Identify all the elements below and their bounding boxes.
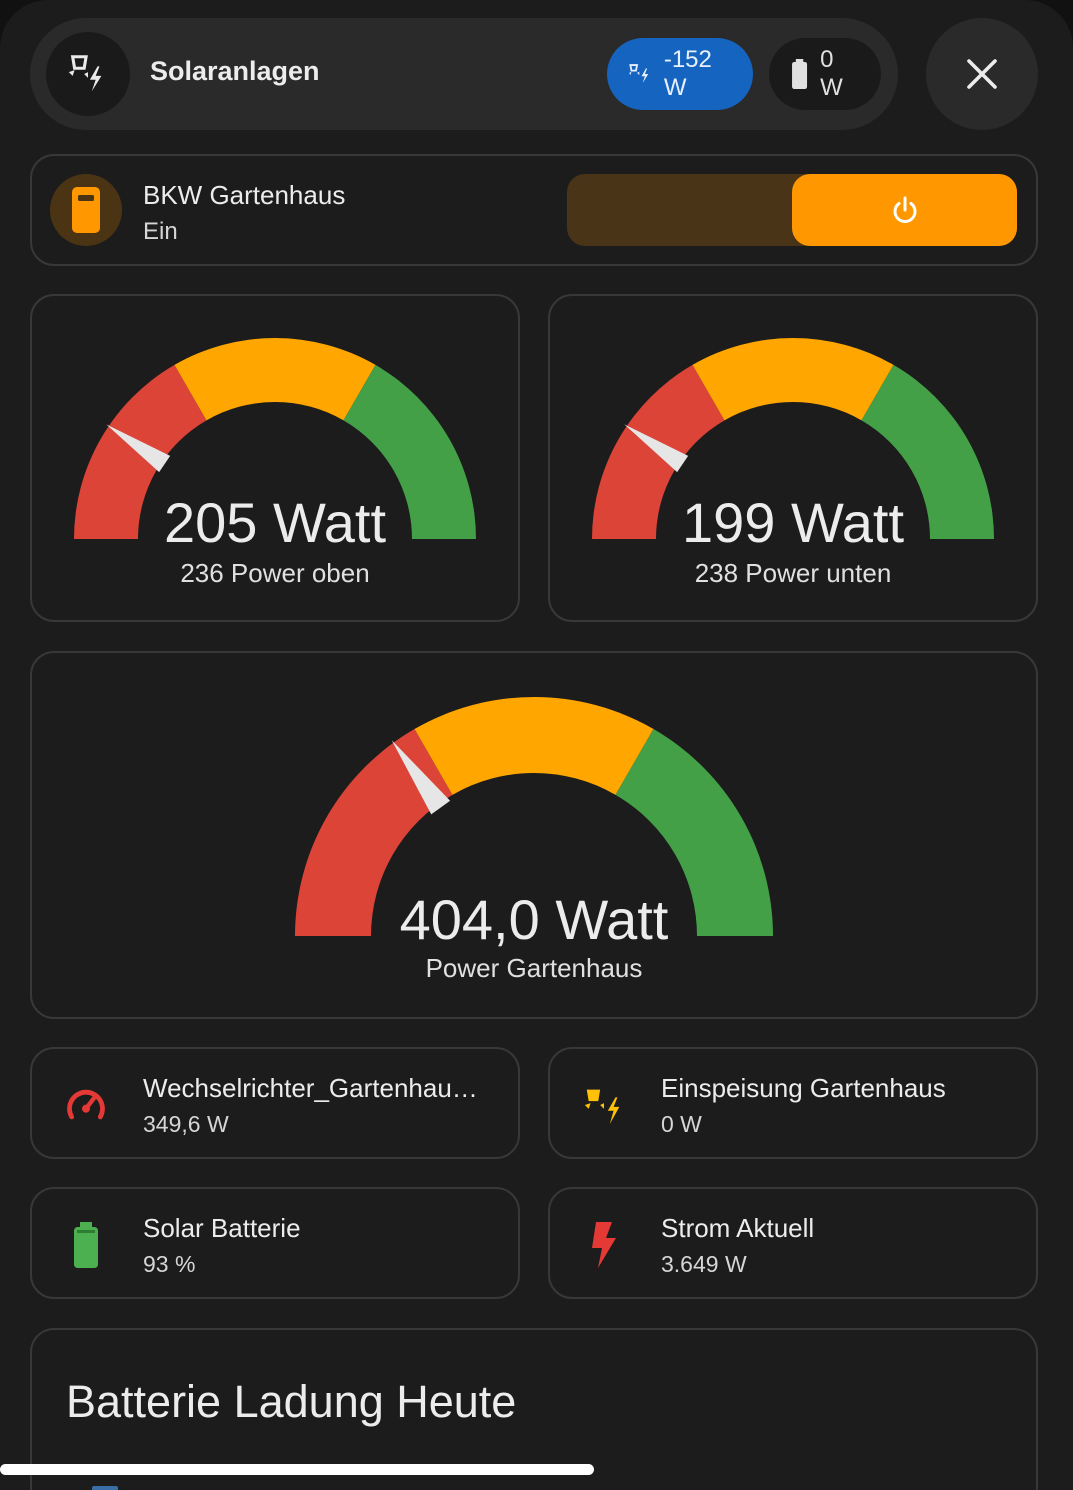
tile-solar-batterie[interactable]: Solar Batterie 93 % xyxy=(30,1187,520,1299)
chart-title: Batterie Ladung Heute xyxy=(66,1376,517,1427)
gauge-power-oben xyxy=(74,338,476,539)
flash-icon xyxy=(578,1219,630,1271)
tile-value: 93 % xyxy=(143,1251,196,1277)
gauge-value: 205 Watt xyxy=(163,491,387,554)
power-icon xyxy=(893,196,916,223)
tile-wechselrichter[interactable]: Wechselrichter_Gartenhau… 349,6 W xyxy=(30,1047,520,1159)
gauge-band-red xyxy=(295,729,453,936)
home-indicator[interactable] xyxy=(0,1464,594,1475)
gauge-band-green xyxy=(343,364,476,539)
solar-power-icon xyxy=(629,64,649,83)
power-toggle-knob[interactable] xyxy=(792,174,1017,246)
tile-name: Strom Aktuell xyxy=(661,1213,815,1243)
gauge-needle xyxy=(624,424,689,473)
battery-power-chip[interactable]: 0 W xyxy=(769,38,881,110)
gauge-card-power-unten[interactable]: 199 Watt 238 Power unten xyxy=(548,294,1038,622)
tile-name: Wechselrichter_Gartenhau… xyxy=(143,1073,478,1103)
tile-einspeisung[interactable]: Einspeisung Gartenhaus 0 W xyxy=(548,1047,1038,1159)
page-title: Solaranlagen xyxy=(150,56,320,86)
gauge-power-gartenhaus xyxy=(295,697,773,936)
gauge-label: Power Gartenhaus xyxy=(425,953,643,983)
gauge-value: 404,0 Watt xyxy=(399,888,669,951)
gauge-band-green xyxy=(615,729,773,936)
gauge-label: 236 Power oben xyxy=(180,558,370,588)
gauge-card-power-gartenhaus[interactable]: 404,0 Watt Power Gartenhaus xyxy=(30,651,1038,1019)
gauge-band-orange xyxy=(414,697,654,795)
solar-power-chip[interactable]: -152 W xyxy=(607,38,753,110)
switch-name: BKW Gartenhaus xyxy=(143,180,346,210)
power-toggle[interactable] xyxy=(567,174,1017,246)
inverter-icon xyxy=(50,174,122,246)
tile-name: Einspeisung Gartenhaus xyxy=(661,1073,946,1103)
battery-icon xyxy=(792,59,808,89)
gauge-needle xyxy=(106,424,171,473)
gauge-power-unten xyxy=(592,338,994,539)
tile-name: Solar Batterie xyxy=(143,1213,301,1243)
gauge-label: 238 Power unten xyxy=(694,558,892,588)
gauge-band-green xyxy=(861,364,994,539)
battery-power-chip-value: 0 W xyxy=(820,46,843,101)
switch-state: Ein xyxy=(143,218,178,245)
header-bar: Solaranlagen -152 W 0 W xyxy=(30,18,898,130)
tile-value: 349,6 W xyxy=(143,1111,229,1137)
battery-icon xyxy=(60,1219,112,1271)
tile-value: 0 W xyxy=(661,1111,702,1137)
tile-value: 3.649 W xyxy=(661,1251,747,1277)
gauge-card-power-oben[interactable]: 205 Watt 236 Power oben xyxy=(30,294,520,622)
gauge-needle xyxy=(391,740,451,815)
tile-strom-aktuell[interactable]: Strom Aktuell 3.649 W xyxy=(548,1187,1038,1299)
close-button[interactable] xyxy=(926,18,1038,130)
solar-power-icon xyxy=(578,1079,630,1131)
solar-power-chip-value: -152 W xyxy=(663,46,712,101)
close-icon xyxy=(967,59,997,89)
chart-card[interactable]: Batterie Ladung Heute xyxy=(30,1328,1038,1490)
speedometer-icon xyxy=(60,1079,112,1131)
switch-card[interactable]: BKW Gartenhaus Ein xyxy=(30,154,1038,266)
solar-power-icon[interactable] xyxy=(46,32,130,116)
gauge-band-orange xyxy=(174,338,376,421)
gauge-value: 199 Watt xyxy=(681,491,905,554)
gauge-band-orange xyxy=(692,338,894,421)
chart-legend-swatch xyxy=(92,1486,118,1490)
